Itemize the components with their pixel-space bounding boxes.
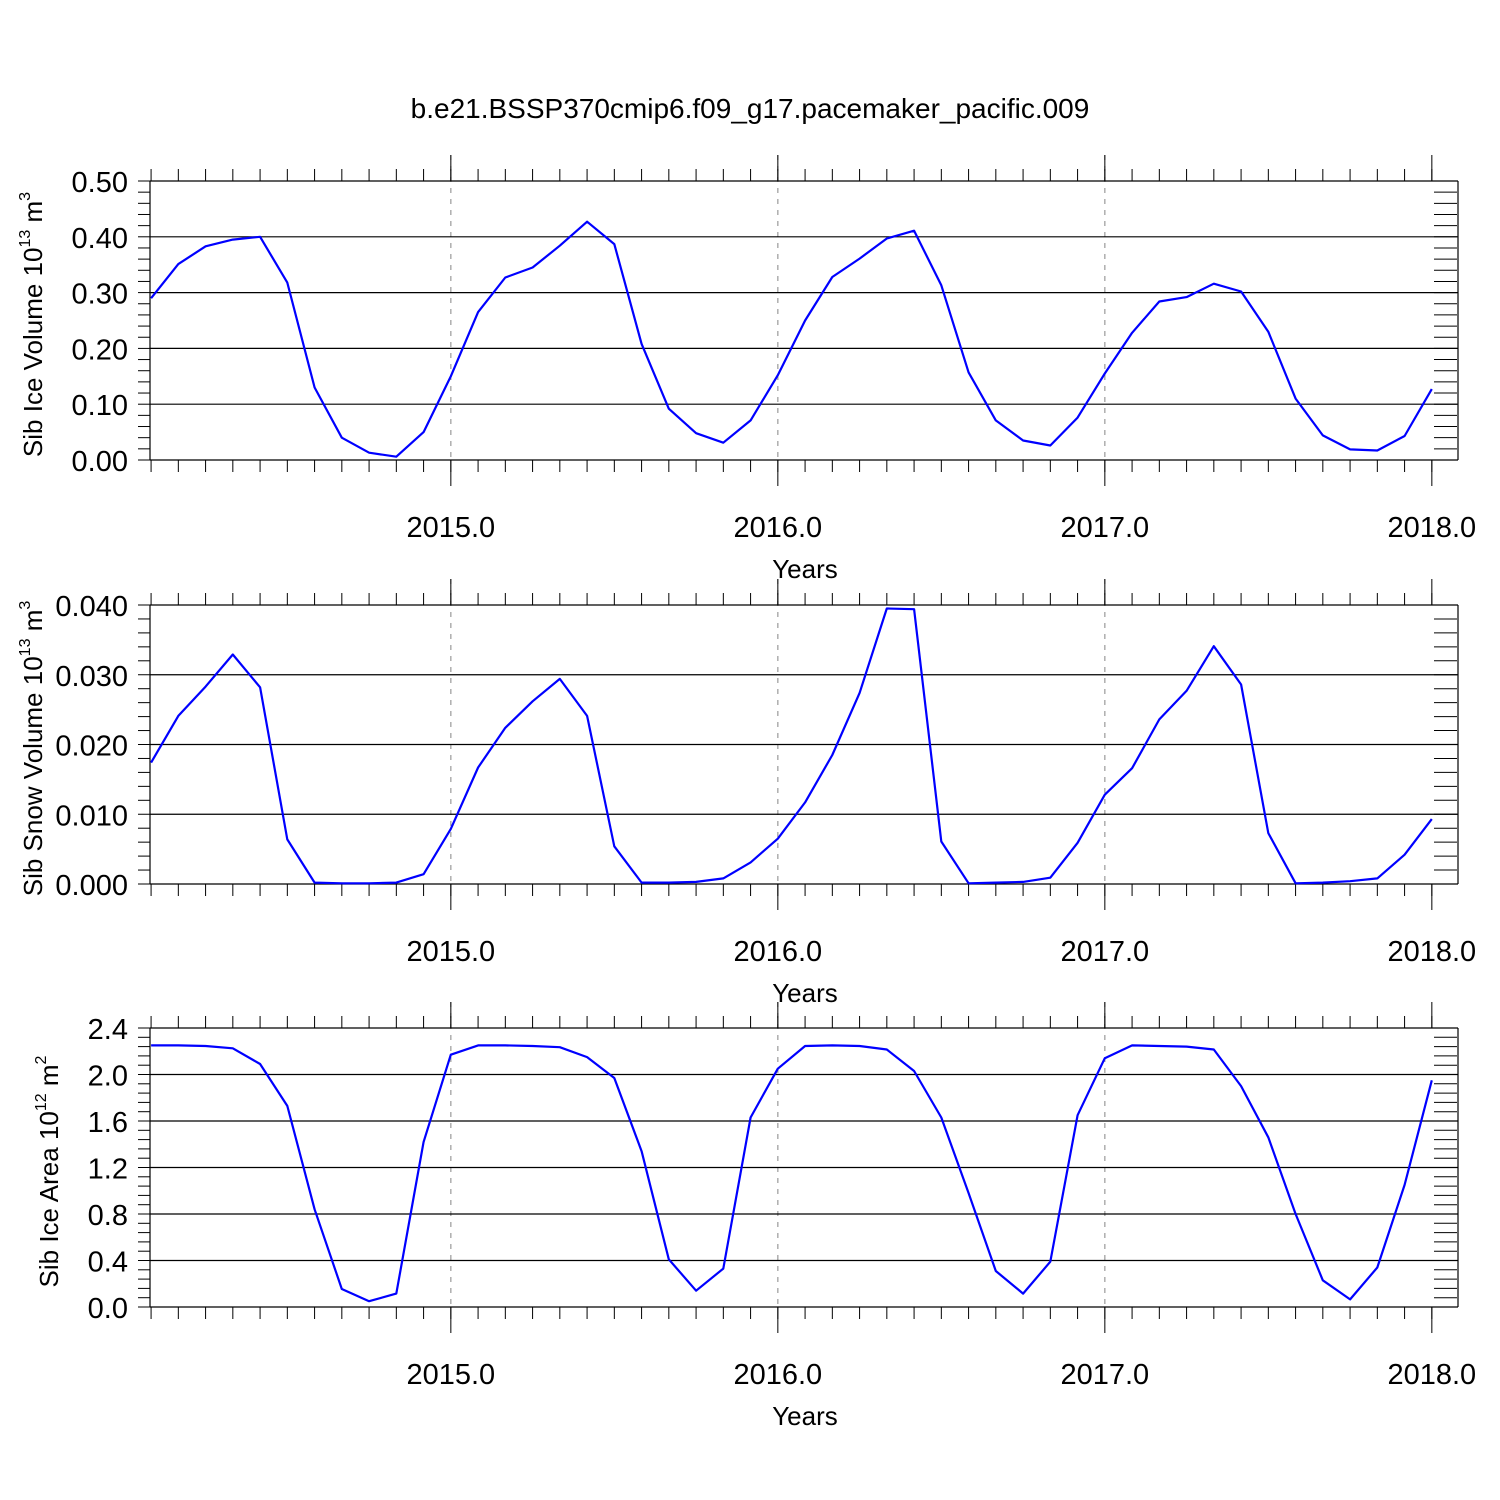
x-tick-label: 2017.0 — [1060, 936, 1149, 968]
y-tick-label: 0.000 — [55, 870, 128, 902]
x-tick-label: 2016.0 — [733, 1359, 822, 1391]
y-tick-label: 0.00 — [72, 446, 128, 478]
y-tick-label: 0.50 — [72, 167, 128, 199]
y-tick-label: 0.030 — [55, 661, 128, 693]
series-line-ice-volume — [150, 220, 1433, 458]
x-tick-label: 2015.0 — [406, 1359, 495, 1391]
y-tick-label: 0.4 — [88, 1247, 128, 1279]
x-axis-title: Years — [772, 1401, 838, 1431]
y-axis-title: Sib Snow Volume 1013 m3 — [17, 601, 48, 897]
chart-title: b.e21.BSSP370cmip6.f09_g17.pacemaker_pac… — [411, 93, 1090, 124]
x-tick-label: 2018.0 — [1387, 512, 1476, 544]
y-tick-label: 0.8 — [88, 1200, 128, 1232]
panel-snow-volume: 2015.0 2016.0 2017.0 2018.0 0.000 0.010 0.020 0… — [17, 579, 1476, 1008]
x-tick-label: 2016.0 — [733, 936, 822, 968]
y-tick-label: 0.10 — [72, 390, 128, 422]
x-tick-label: 2018.0 — [1387, 936, 1476, 968]
y-tick-label: 0.020 — [55, 731, 128, 763]
x-tick-label: 2017.0 — [1060, 512, 1149, 544]
y-tick-label: 2.0 — [88, 1061, 128, 1093]
series-line-snow-volume — [150, 607, 1433, 885]
y-tick-label: 0.30 — [72, 279, 128, 311]
y-tick-label: 1.6 — [88, 1107, 128, 1139]
chart-panels: 2015.0 2016.0 2017.0 2018.0 0.00 0.10 0.20 0.30… — [17, 155, 1476, 1431]
x-tick-label: 2015.0 — [406, 512, 495, 544]
x-tick-label: 2015.0 — [406, 936, 495, 968]
x-tick-label: 2018.0 — [1387, 1359, 1476, 1391]
y-tick-label: 0.0 — [88, 1293, 128, 1325]
x-axis-title: Years — [772, 554, 838, 584]
x-tick-label: 2016.0 — [733, 512, 822, 544]
x-axis-title: Years — [772, 978, 838, 1008]
panel-ice-area: 2015.0 2016.0 2017.0 2018.0 0.0 0.4 0.8 1.2 1.6 2… — [33, 1002, 1476, 1431]
y-tick-label: 0.20 — [72, 334, 128, 366]
y-tick-label: 2.4 — [88, 1014, 128, 1046]
series-line-ice-area — [151, 1044, 1433, 1303]
y-tick-label: 0.010 — [55, 800, 128, 832]
y-tick-label: 0.040 — [55, 591, 128, 623]
panel-ice-volume: 2015.0 2016.0 2017.0 2018.0 0.00 0.10 0.20 0.30… — [17, 155, 1476, 584]
y-tick-label: 1.2 — [88, 1154, 128, 1186]
y-tick-label: 0.40 — [72, 223, 128, 255]
y-axis-title: Sib Ice Area 1012 m2 — [33, 1055, 64, 1287]
y-axis-title: Sib Ice Volume 1013 m3 — [17, 192, 48, 457]
x-tick-label: 2017.0 — [1060, 1359, 1149, 1391]
